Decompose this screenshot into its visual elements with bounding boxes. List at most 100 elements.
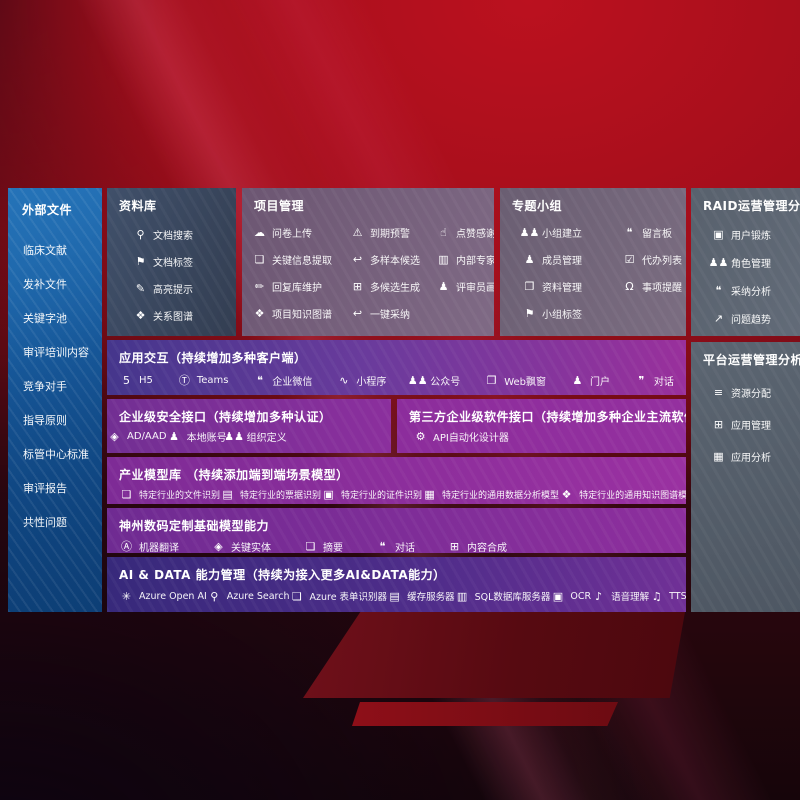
raid-analysis-list: ▣ 用户锻炼 ♟♟ 角色管理 ❝ 采纳分析 ↗ 问题趋势: [691, 214, 800, 326]
feature-label: API自动化设计器: [433, 433, 509, 444]
feature-label: 特定行业的通用数据分析模型: [442, 491, 560, 501]
feature-label: 文档分类: [153, 335, 193, 336]
feature-label: 临床文献: [23, 244, 67, 257]
azure-ad-icon: ◈: [110, 430, 119, 443]
list-item: 指导原则: [23, 412, 102, 428]
todo-clipboard-item: ☑ 代办列表: [622, 252, 686, 267]
thirdparty-interface-title: 第三方企业级软件接口（持续增加多种企业主流软件接口）: [409, 410, 686, 424]
org-people-icon: ♟♟: [224, 430, 244, 443]
feature-label: 到期预警: [370, 229, 410, 240]
industry-models-row: 产业模型库 （持续添加端到端场景模型） ❏ 特定行业的文件识别 ▤ 特定行业的票据识别…: [107, 457, 686, 504]
platform-analysis-panel: 平台运营管理分析 ≡ 资源分配 ⊞ 应用管理 ▦ 应用分析: [691, 342, 800, 612]
feature-label: 特定行业的票据识别: [240, 491, 322, 501]
app-interaction-row: 应用交互（持续增加多种客户端） 5 H5 Ⓣ Teams ❝ 企业微信 ∿ 小程序 ♟♟ 公众号 ❐…: [107, 340, 686, 395]
apps-grid-icon: ⊞: [713, 418, 724, 431]
feature-label: 应用管理: [731, 421, 771, 432]
doc-extract-icon: ❏: [254, 253, 265, 266]
h5-icon: 5: [123, 374, 130, 387]
feature-label: 事项提醒: [642, 283, 682, 294]
platform-analysis-list: ≡ 资源分配 ⊞ 应用管理 ▦ 应用分析: [691, 368, 800, 464]
summary-doc-icon: ❏: [305, 540, 316, 553]
topic-groups-title: 专题小组: [512, 199, 563, 213]
external-files-title: 外部文件: [22, 203, 73, 217]
data-analysis-model-icon: ▦: [424, 488, 435, 501]
top-row: 资料库 ⚲文档搜索⚑文档标签✎高亮提示❖关系图谱❐文档分类 项目管理 ☁问卷上传…: [107, 188, 686, 336]
miniprogram-icon: ∿: [339, 374, 349, 387]
security-interface-panel: 企业级安全接口（持续增加多种认证） ◈ AD/AAD ♟ 本地账号 ♟♟ 组织定义: [107, 399, 391, 453]
official-account-icon: ♟♟: [407, 374, 428, 387]
ai-data-row: AI & DATA 能力管理（持续为接入更多AI&DATA能力） ✳ Azure …: [107, 557, 686, 612]
repository-list: ⚲ 文档搜索 ⚑ 文档标签 ✎ 高亮提示 ❖ 关系图谱 ❐文档分类: [107, 214, 236, 336]
monitor-stand-neck: [303, 612, 685, 698]
cache-server-item: ▤ 缓存服务器: [387, 589, 454, 604]
list-item: 标管中心标准: [23, 446, 102, 462]
feature-label: 对话: [653, 377, 674, 388]
member-add-item: ♟ 成员管理: [522, 252, 622, 267]
feature-label: SQL数据库服务器: [474, 592, 551, 603]
portal-person-item: ♟ 门户: [570, 373, 610, 388]
feature-label: 回复库维护: [272, 283, 322, 294]
bell-icon: Ω: [625, 280, 634, 293]
feature-label: 小程序: [356, 377, 387, 388]
openai-item: ✳ Azure Open AI: [119, 590, 207, 603]
ocr-item: ▣ OCR: [550, 590, 591, 603]
feature-label: 特定行业的通用知识图谱模型: [579, 491, 686, 501]
external-files-list: 临床文献 发补文件 关键字池 审评培训内容 竞争对手 指导原则 标管中心标准 审评报告 共性问题: [8, 218, 102, 530]
apps-grid-item: ⊞ 应用管理: [711, 417, 800, 432]
architecture-diagram: 外部文件 临床文献 发补文件 关键字池 审评培训内容 竞争对手 指导原则 标管中心标准 审评报…: [8, 188, 800, 612]
feature-label: 文档标签: [153, 258, 193, 269]
feature-label: 企业微信: [272, 377, 313, 388]
right-column: RAID运营管理分析 ▣ 用户锻炼 ♟♟角色管理 ❝ 采纳分析 ↗ 问题趋势 平台运营管理分…: [691, 188, 800, 612]
relation-graph-item: ❖ 关系图谱: [133, 308, 236, 323]
pen-item: ✏ 回复库维护: [252, 279, 350, 294]
data-analysis-model-item: ▦ 特定行业的通用数据分析模型: [422, 488, 559, 501]
feature-label: 多样本候选: [370, 256, 420, 267]
list-item: 审评培训内容: [23, 344, 102, 360]
feature-label: 采纳分析: [731, 287, 771, 298]
openai-icon: ✳: [121, 589, 132, 603]
feature-label: 资源分配: [731, 389, 771, 400]
org-people-item: ♟♟ 组织定义: [224, 429, 287, 444]
feature-label: 内容合成: [467, 543, 507, 553]
cloud-upload-icon: ☁: [254, 226, 265, 239]
feature-label: Azure Search: [226, 590, 290, 602]
thirdparty-interface-panel: 第三方企业级软件接口（持续增加多种企业主流软件接口） ⚙ API自动化设计器: [397, 399, 686, 453]
qa-chat-item: ❝ 采纳分析: [711, 283, 800, 298]
official-account-item: ♟♟ 公众号: [407, 373, 460, 388]
feature-label: 资料管理: [542, 283, 582, 294]
feature-label: 关键实体: [231, 543, 271, 553]
feature-label: 高亮提示: [153, 285, 193, 296]
message-board-item: ❝ 留言板: [622, 225, 686, 240]
people-item: ♟♟ 小组建立: [519, 225, 622, 240]
feature-label: 特定行业的证件识别: [341, 491, 423, 501]
external-files-panel: 外部文件 临床文献 发补文件 关键字池 审评培训内容 竞争对手 指导原则 标管中心标准 审评报…: [8, 188, 102, 612]
feature-label: 特定行业的文件识别: [139, 491, 221, 501]
folder-docs-icon: ❐: [524, 280, 535, 293]
platform-analysis-title: 平台运营管理分析: [703, 353, 800, 367]
knowledge-graph-icon: ❖: [254, 307, 265, 320]
allocation-list-item: ≡ 资源分配: [711, 385, 800, 400]
feature-label: Azure Open AI: [139, 590, 207, 602]
speech-item: ♪ 语音理解: [591, 589, 650, 604]
raid-analysis-title: RAID运营管理分析: [703, 199, 800, 213]
ranking-icon: ▥: [438, 253, 449, 266]
summary-doc-item: ❏ 摘要: [303, 539, 343, 553]
api-gear-item: ⚙ API自动化设计器: [413, 429, 509, 444]
tag-item: ⚑ 小组标签: [522, 306, 622, 321]
feature-label: 成员管理: [542, 256, 582, 267]
topic-groups-panel: 专题小组 ♟♟ 小组建立 ❝ 留言板 ♟ 成员管理 ☑ 代办列表 ❐ 资料管理 Ω 事项提醒 ⚑ 小组标签: [500, 188, 686, 336]
wechat-work-item: ❝ 企业微信: [252, 373, 312, 388]
entity-shield-icon: ◈: [214, 540, 223, 553]
project-management-list: ☁ 问卷上传 ⚠ 到期预警 ☝ 点赞感谢 ❏ 关键信息提取 ↩ 多样本候选 ▥ 内部专家排名 ✏ 回复库维…: [242, 214, 494, 321]
feature-label: 发补文件: [23, 278, 67, 291]
people-icon: ♟♟: [519, 226, 540, 239]
feature-label: 小组标签: [542, 310, 582, 321]
web-window-icon: ❐: [486, 374, 497, 387]
feature-label: 点赞感谢: [456, 229, 494, 240]
trend-chart-item: ↗ 问题趋势: [711, 311, 800, 326]
invoice-recognition-item: ▤ 特定行业的票据识别: [220, 488, 321, 501]
feature-label: 组织定义: [246, 433, 287, 444]
feature-label: 语音理解: [611, 592, 650, 603]
feature-label: 关系图谱: [153, 312, 193, 323]
thumbs-up-icon: ☝: [440, 226, 447, 239]
